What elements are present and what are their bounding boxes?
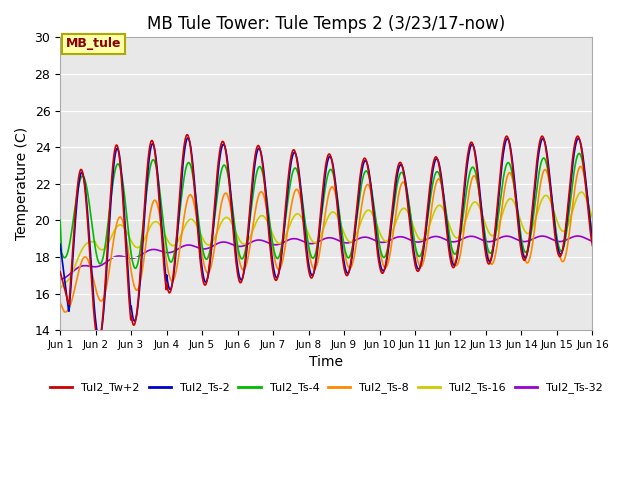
Text: MB_tule: MB_tule xyxy=(65,37,121,50)
X-axis label: Time: Time xyxy=(309,355,343,370)
Y-axis label: Temperature (C): Temperature (C) xyxy=(15,127,29,240)
Legend: Tul2_Tw+2, Tul2_Ts-2, Tul2_Ts-4, Tul2_Ts-8, Tul2_Ts-16, Tul2_Ts-32: Tul2_Tw+2, Tul2_Ts-2, Tul2_Ts-4, Tul2_Ts… xyxy=(45,378,607,398)
Title: MB Tule Tower: Tule Temps 2 (3/23/17-now): MB Tule Tower: Tule Temps 2 (3/23/17-now… xyxy=(147,15,506,33)
